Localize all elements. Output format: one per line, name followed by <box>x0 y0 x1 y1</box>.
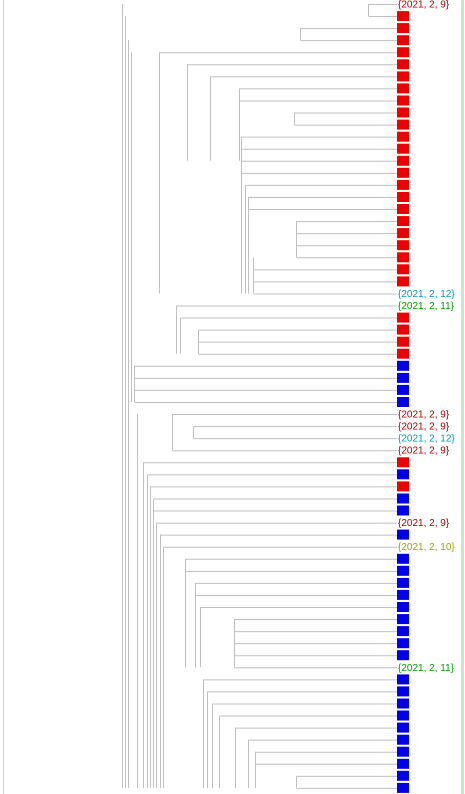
leaf-square <box>397 529 409 540</box>
leaf-square <box>397 252 409 263</box>
leaf-square <box>397 493 409 504</box>
leaf-square <box>397 397 409 407</box>
leaf-square <box>397 734 409 745</box>
leaf-square <box>397 228 409 239</box>
leaf-label: {2021, 2, 9} <box>398 518 450 529</box>
leaf-square <box>397 83 409 94</box>
leaf-square <box>397 602 409 612</box>
leaf-square <box>397 35 409 46</box>
leaf-square <box>397 589 409 600</box>
leaf-square <box>397 505 409 516</box>
leaf-square <box>397 240 409 251</box>
leaf-square <box>397 107 409 118</box>
leaf-square <box>397 11 409 22</box>
leaf-square <box>397 577 409 588</box>
leaf-square <box>397 71 409 82</box>
leaf-label: {2021, 2, 10} <box>398 542 455 553</box>
leaf-square <box>397 770 409 781</box>
leaf-square <box>397 59 409 70</box>
leaf-square <box>397 553 409 564</box>
leaf-square <box>397 469 409 480</box>
leaf-square <box>397 312 409 323</box>
leaf-square <box>397 722 409 733</box>
dendrogram-branches <box>122 4 397 789</box>
leaf-label: {2021, 2, 9} <box>398 422 450 433</box>
leaf-square <box>397 95 409 106</box>
right-border <box>461 0 464 794</box>
leaf-square <box>397 565 409 576</box>
leaf-square <box>397 143 409 154</box>
leaf-square <box>397 264 409 275</box>
leaf-square <box>397 626 409 637</box>
leaf-square <box>397 384 409 395</box>
leaf-label: {2021, 2, 11} <box>398 663 455 674</box>
leaf-square <box>397 614 409 625</box>
left-border <box>3 0 4 794</box>
leaf-square <box>397 23 409 34</box>
leaf-square <box>397 481 409 492</box>
leaf-square <box>397 119 409 130</box>
leaf-square <box>397 204 409 214</box>
leaf-label: {2021, 2, 12} <box>398 434 455 445</box>
leaf-square <box>397 457 409 468</box>
leaf-square <box>397 336 409 347</box>
leaf-square <box>397 167 409 178</box>
leaf-label: {2021, 2, 9} <box>398 0 450 11</box>
leaf-square <box>397 746 409 757</box>
leaf-square <box>397 155 409 166</box>
leaf-square <box>397 698 409 709</box>
leaf-square <box>397 650 409 661</box>
leaf-label: {2021, 2, 12} <box>398 289 455 300</box>
leaf-square <box>397 131 409 142</box>
leaf-label: {2021, 2, 11} <box>398 301 455 312</box>
leaf-square <box>397 179 409 190</box>
leaf-label: {2021, 2, 9} <box>398 410 450 421</box>
leaf-square <box>397 686 409 697</box>
leaf-square <box>397 192 409 202</box>
leaf-label: {2021, 2, 9} <box>398 446 450 457</box>
leaf-square <box>397 710 409 721</box>
leaf-square <box>397 276 409 287</box>
leaf-square <box>397 348 409 359</box>
leaf-square <box>397 758 409 769</box>
leaf-square <box>397 638 409 649</box>
leaf-square <box>397 47 409 58</box>
leaf-square <box>397 674 409 685</box>
leaf-square <box>397 216 409 227</box>
leaf-square <box>397 372 409 383</box>
leaf-square <box>397 782 409 793</box>
leaf-square <box>397 360 409 371</box>
dendrogram-leaves: {2021, 2, 9}{2021, 2, 12}{2021, 2, 11}{2… <box>397 0 455 793</box>
leaf-square <box>397 324 409 335</box>
